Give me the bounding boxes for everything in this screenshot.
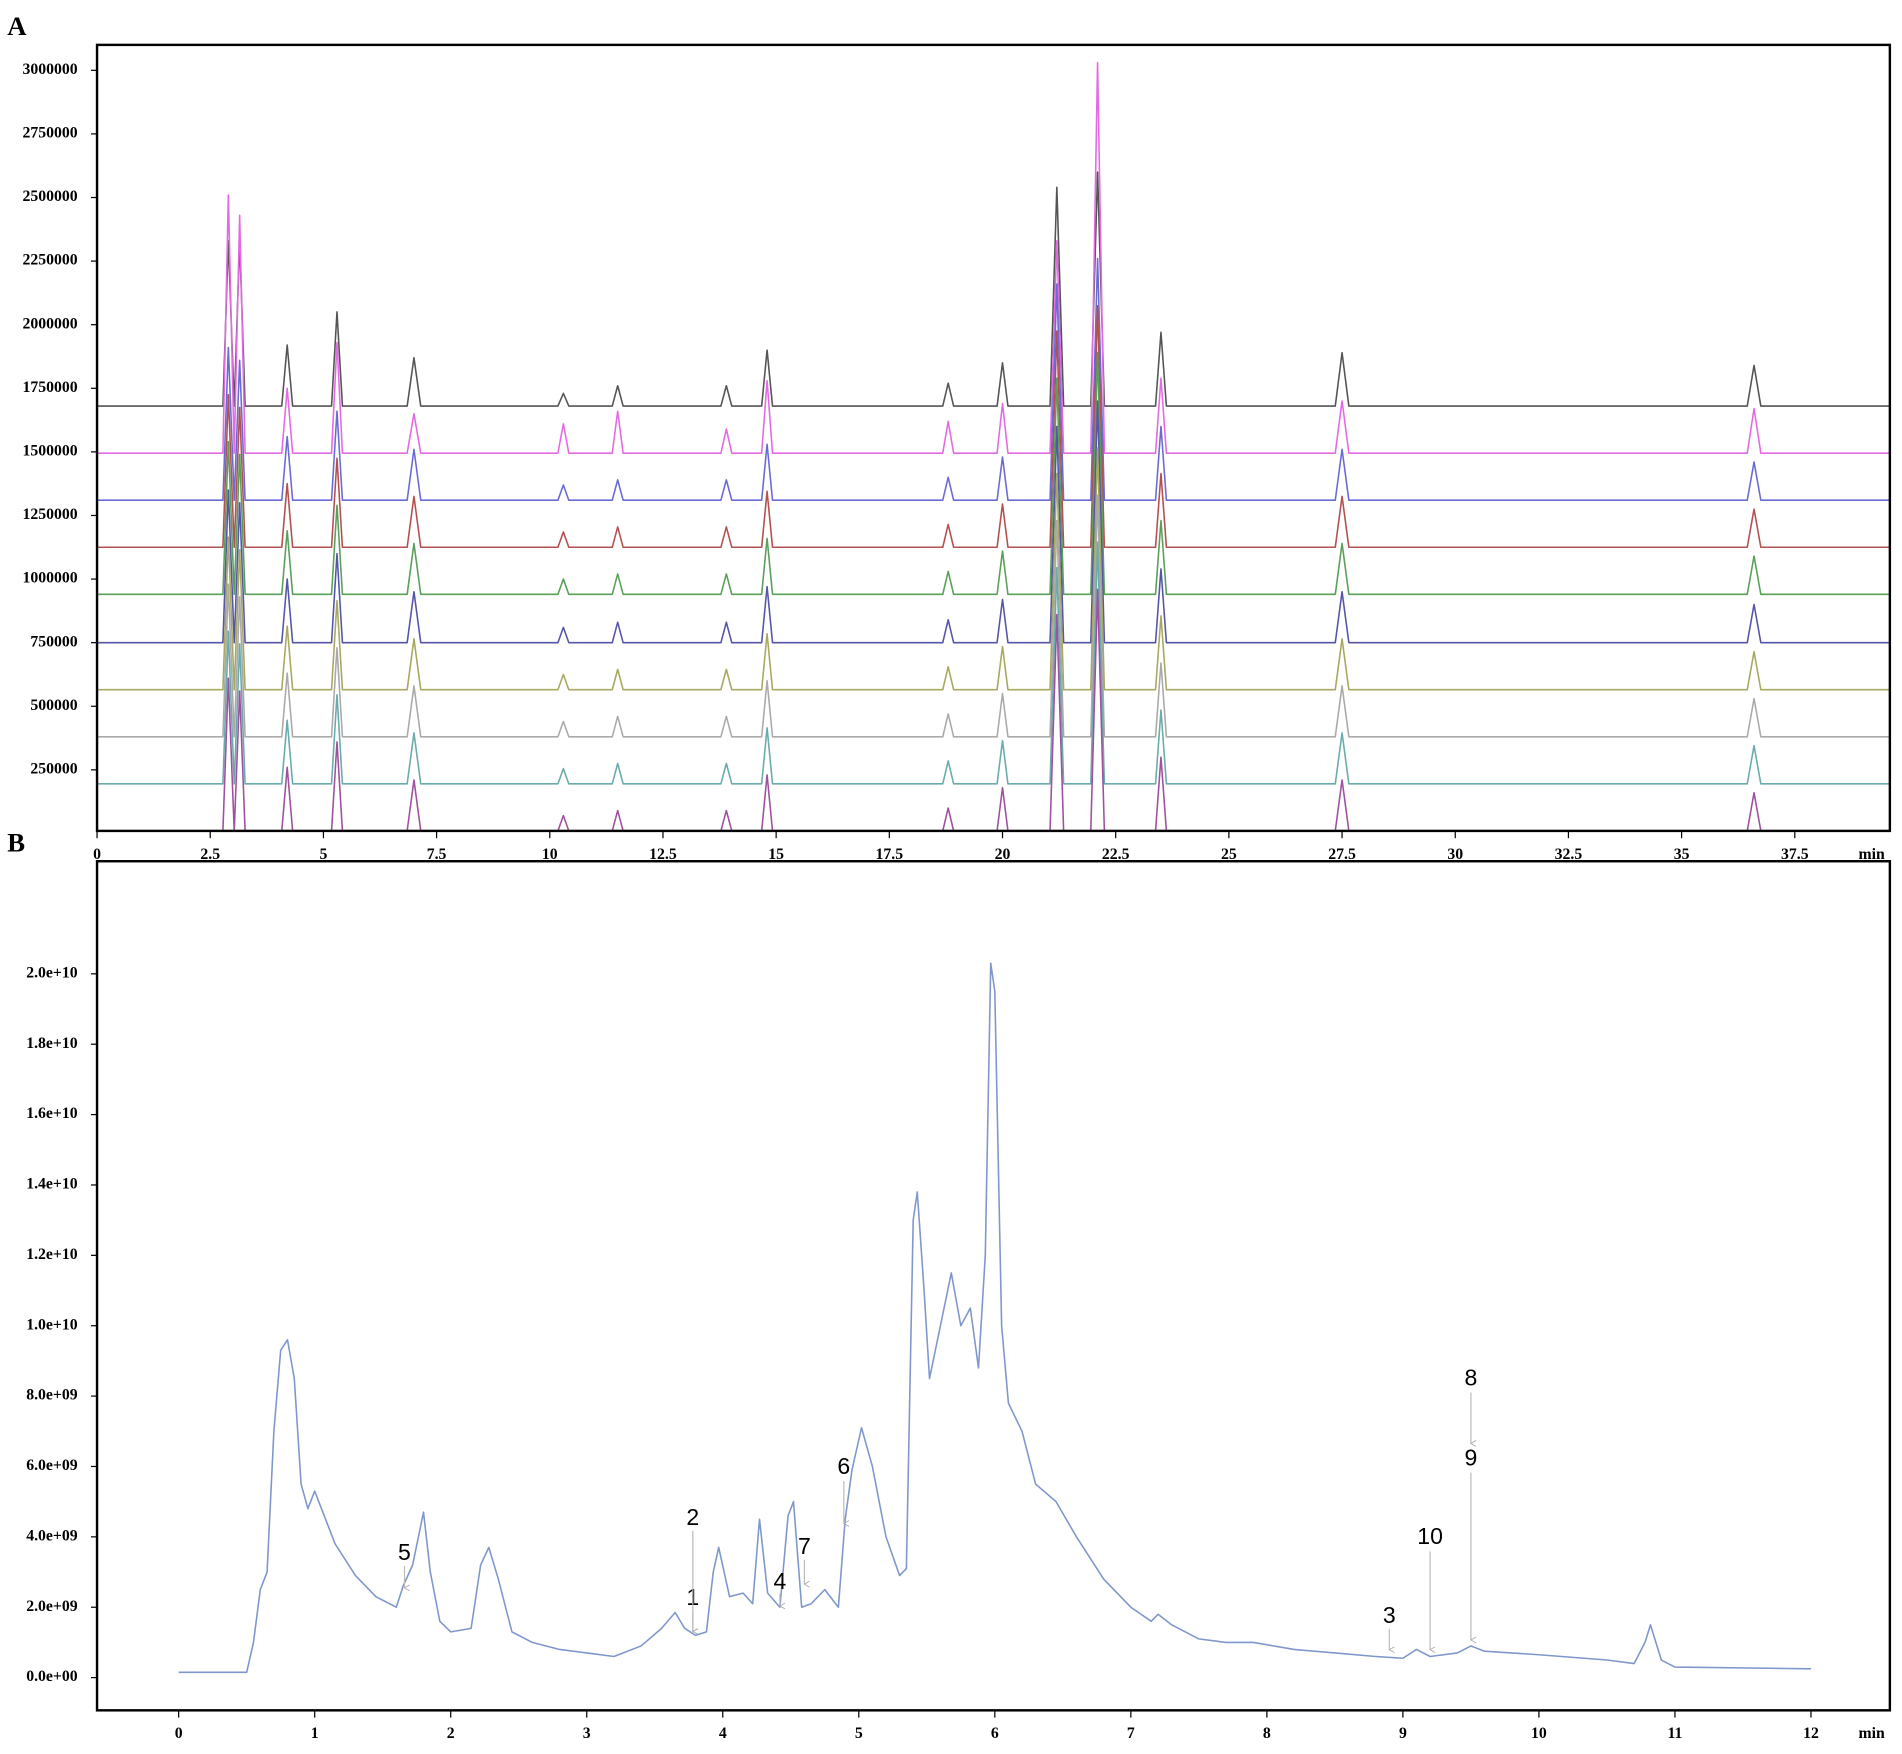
x-tick-label: 35: [1674, 846, 1690, 863]
trace: [97, 304, 1890, 549]
x-tick-label: 7: [1127, 1725, 1135, 1742]
y-tick-label: 1.4e+10: [26, 1176, 78, 1193]
annotation: 7: [798, 1533, 811, 1559]
y-tick-label: 1500000: [23, 442, 78, 459]
trace: [97, 447, 1890, 691]
trace: [97, 171, 1890, 407]
x-tick-label: 11: [1667, 1725, 1682, 1742]
y-tick-label: 1250000: [23, 506, 78, 523]
trace: [97, 61, 1890, 454]
x-tick-label: 5: [855, 1725, 863, 1742]
x-tick-label: 8: [1263, 1725, 1271, 1742]
x-tick-label: 37.5: [1781, 846, 1809, 863]
annotation: 5: [398, 1539, 411, 1565]
trace: [97, 257, 1890, 502]
x-tick-label: 4: [719, 1725, 727, 1742]
x-tick-label: 22.5: [1102, 846, 1130, 863]
y-tick-label: 500000: [30, 697, 77, 714]
annotation: 4: [773, 1568, 786, 1594]
y-tick-label: 1.0e+10: [26, 1316, 78, 1333]
annotation: 3: [1383, 1602, 1396, 1628]
annotation: 6: [837, 1453, 850, 1479]
plot-frame: [95, 43, 1892, 833]
x-tick-label: 10: [542, 846, 558, 863]
trace: [97, 494, 1890, 738]
y-tick-label: 1.6e+10: [26, 1105, 78, 1122]
y-tick-label: 1750000: [23, 379, 78, 396]
y-tick-label: 1000000: [23, 570, 78, 587]
x-tick-label: 0: [93, 846, 101, 863]
y-tick-label: 2.0e+09: [26, 1598, 78, 1615]
y-tick-label: 2000000: [23, 315, 78, 332]
y-tick-label: 250000: [30, 760, 77, 777]
x-tick-label: 32.5: [1555, 846, 1583, 863]
x-tick-label: 30: [1447, 846, 1463, 863]
x-tick-label: 12.5: [649, 846, 677, 863]
x-tick-label: 15: [768, 846, 784, 863]
y-tick-label: 0.0e+00: [26, 1668, 78, 1685]
trace: [97, 541, 1890, 785]
panel-label: B: [7, 828, 25, 858]
y-tick-label: 2750000: [23, 125, 78, 142]
y-tick-label: 2500000: [23, 188, 78, 205]
y-tick-label: 8.0e+09: [26, 1387, 78, 1404]
trace: [97, 400, 1890, 644]
annotation: 10: [1417, 1523, 1443, 1549]
x-tick-label: 9: [1399, 1725, 1407, 1742]
x-tick-label: 17.5: [876, 846, 904, 863]
x-tick-label: 0: [175, 1725, 183, 1742]
x-tick-label: 25: [1221, 846, 1237, 863]
panel-label: A: [7, 11, 27, 41]
x-axis-label: min: [1859, 846, 1885, 863]
x-tick-label: 2.5: [200, 846, 220, 863]
x-tick-label: 27.5: [1328, 846, 1356, 863]
y-tick-label: 4.0e+09: [26, 1527, 78, 1544]
annotation: 8: [1464, 1364, 1477, 1390]
x-tick-label: 7.5: [427, 846, 447, 863]
y-tick-label: 2.0e+10: [26, 964, 78, 981]
y-tick-label: 3000000: [23, 61, 78, 78]
x-tick-label: 1: [311, 1725, 319, 1742]
x-tick-label: 12: [1803, 1725, 1819, 1742]
x-tick-label: 10: [1531, 1725, 1547, 1742]
x-tick-label: 5: [319, 846, 327, 863]
trace: [178, 962, 1811, 1674]
annotation: 9: [1464, 1444, 1477, 1470]
trace: [97, 351, 1890, 596]
x-axis-label: min: [1859, 1725, 1885, 1742]
x-tick-label: 2: [447, 1725, 455, 1742]
y-tick-label: 750000: [30, 633, 77, 650]
trace: [97, 588, 1890, 831]
plot-frame: [95, 860, 1892, 1712]
y-tick-label: 6.0e+09: [26, 1457, 78, 1474]
annotation: 2: [686, 1504, 699, 1530]
y-tick-label: 1.2e+10: [26, 1246, 78, 1263]
x-tick-label: 3: [583, 1725, 591, 1742]
y-tick-label: 1.8e+10: [26, 1035, 78, 1052]
x-tick-label: 6: [991, 1725, 999, 1742]
x-tick-label: 20: [995, 846, 1011, 863]
y-tick-label: 2250000: [23, 252, 78, 269]
